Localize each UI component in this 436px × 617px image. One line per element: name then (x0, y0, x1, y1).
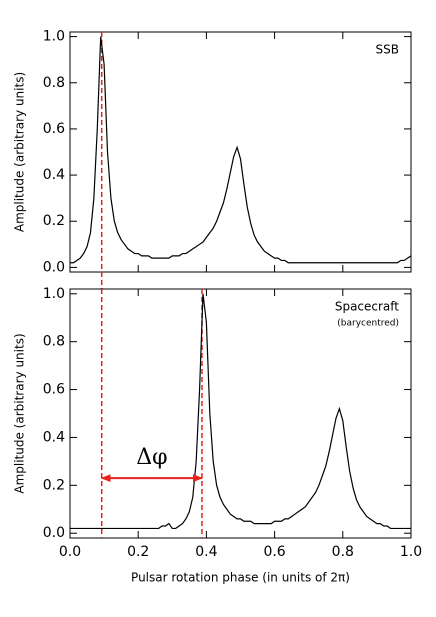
x-tick-label: 0.8 (332, 544, 354, 560)
y-tick-label: 1.0 (43, 29, 65, 45)
y-tick-label: 0.6 (43, 382, 65, 398)
y-tick-label: 0.2 (43, 213, 65, 229)
y-axis-label: Amplitude (arbitrary units) (13, 333, 27, 493)
x-axis-label: Pulsar rotation phase (in units of 2π) (131, 571, 350, 585)
x-tick-label: 0.2 (127, 544, 149, 560)
x-tick-label: 0.6 (263, 544, 285, 560)
y-tick-label: 0.4 (43, 167, 65, 183)
y-tick-label: 0.8 (43, 75, 65, 91)
plot-frame (69, 31, 412, 273)
y-axis-label: Amplitude (arbitrary units) (13, 72, 27, 232)
y-tick-label: 1.0 (43, 286, 65, 302)
profile-line (70, 293, 411, 530)
annotation: (barycentred) (337, 319, 399, 329)
y-tick-label: 0.8 (43, 334, 65, 350)
profile-line (70, 36, 412, 264)
x-tick-label: 0.4 (195, 544, 217, 560)
y-tick-label: 0.0 (43, 259, 65, 275)
x-tick-label: 1.0 (400, 544, 422, 560)
plot-frame (69, 288, 412, 539)
y-tick-label: 0.0 (43, 525, 65, 541)
y-tick-label: 0.2 (43, 477, 65, 493)
delta-label: Δφ (136, 445, 167, 470)
x-tick-label: 0.0 (59, 544, 81, 560)
annotation: SSB (376, 43, 399, 57)
y-tick-label: 0.6 (43, 121, 65, 137)
y-tick-label: 0.4 (43, 429, 65, 445)
annotation: Spacecraft (335, 300, 399, 314)
